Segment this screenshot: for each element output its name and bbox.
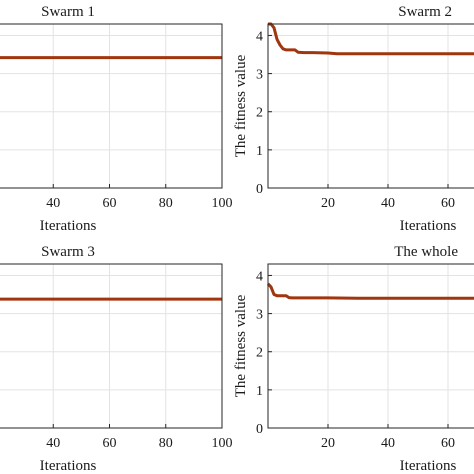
plot-area xyxy=(0,264,222,428)
chart-panel-2: 20 40 60 0 1 2 3 4 Swarm 2 Iterations The fitness … xyxy=(233,4,474,234)
chart-panel-3: 40 60 80 100 Swarm 3 Iterations xyxy=(0,244,233,474)
series-line-1 xyxy=(268,22,474,56)
chart-title: Swarm 1 xyxy=(41,4,95,20)
y-tick-label: 4 xyxy=(256,29,263,44)
plot-area xyxy=(268,24,474,188)
x-axis-label: Iterations xyxy=(400,458,457,474)
chart-panel-4: 20 40 60 0 1 2 3 4 The whole Iterations The fitnes… xyxy=(233,244,474,474)
y-tick-label: 3 xyxy=(256,308,263,323)
x-tick-label: 20 xyxy=(321,436,335,451)
chart-title: Swarm 2 xyxy=(398,4,452,20)
x-tick-label: 40 xyxy=(381,436,395,451)
y-tick-label: 0 xyxy=(256,422,263,437)
x-tick-label: 60 xyxy=(441,196,455,211)
plot-area xyxy=(268,264,474,428)
axes-frame xyxy=(267,263,474,429)
x-tick-label: 40 xyxy=(46,196,60,211)
axes-frame xyxy=(267,23,474,189)
y-tick-label: 3 xyxy=(256,68,263,83)
x-tick-label: 60 xyxy=(103,196,117,211)
x-tick-label: 40 xyxy=(381,196,395,211)
plot-area xyxy=(0,24,222,188)
x-tick-label: 80 xyxy=(159,436,173,451)
x-axis-label: Iterations xyxy=(400,218,457,234)
y-tick-label: 1 xyxy=(256,144,263,159)
y-tick-label: 4 xyxy=(256,269,263,284)
x-tick-label: 80 xyxy=(159,196,173,211)
chart-panel-1: 40 60 80 100 Swarm 1 Iterations xyxy=(0,4,233,234)
y-tick-label: 0 xyxy=(256,182,263,197)
y-tick-label: 1 xyxy=(256,384,263,399)
x-tick-label: 60 xyxy=(103,436,117,451)
x-axis-label: Iterations xyxy=(40,458,97,474)
x-tick-label: 100 xyxy=(212,196,233,211)
x-tick-label: 60 xyxy=(441,436,455,451)
series-line-1 xyxy=(266,282,474,300)
y-axis-label: The fitness value xyxy=(233,294,249,397)
chart-title: The whole xyxy=(394,244,458,260)
x-axis-label: Iterations xyxy=(40,218,97,234)
y-tick-label: 2 xyxy=(256,106,263,121)
x-tick-label: 40 xyxy=(46,436,60,451)
chart-title: Swarm 3 xyxy=(41,244,95,260)
y-tick-label: 2 xyxy=(256,346,263,361)
x-tick-label: 20 xyxy=(321,196,335,211)
y-axis-label: The fitness value xyxy=(233,54,249,157)
x-tick-label: 100 xyxy=(212,436,233,451)
